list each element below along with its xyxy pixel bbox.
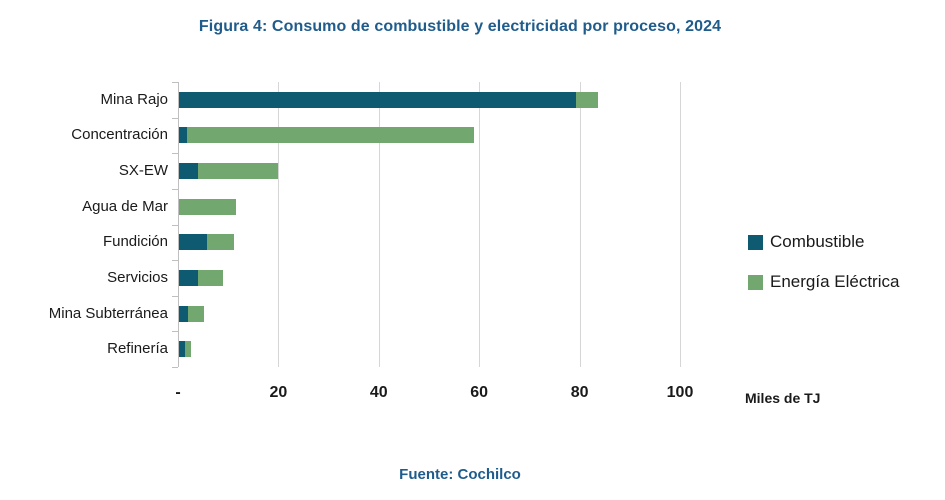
legend-label: Combustible <box>770 232 865 251</box>
chart-title: Figura 4: Consumo de combustible y elect… <box>198 18 722 35</box>
gridline-100 <box>680 82 681 367</box>
x-tick-label-0: - <box>175 384 181 401</box>
x-tick-label-100: 100 <box>666 384 694 401</box>
legend-swatch-icon <box>748 234 763 250</box>
y-axis-tick <box>172 153 178 155</box>
gridline-80 <box>579 82 581 367</box>
legend-swatch-icon <box>748 274 763 290</box>
y-axis-tick <box>172 224 178 226</box>
x-tick-label-40: 40 <box>369 384 388 401</box>
y-axis-line <box>178 82 179 367</box>
category-label-4: Agua de Mar <box>82 197 168 215</box>
bar-combustible-7 <box>179 305 188 322</box>
y-axis-tick <box>172 117 178 119</box>
category-label-3: SX-EW <box>118 162 168 180</box>
source-caption: Fuente: Cochilco <box>399 466 521 483</box>
x-tick-label-60: 60 <box>470 384 489 401</box>
legend-item-1: Combustible <box>748 232 938 252</box>
gridline-20 <box>278 82 280 367</box>
y-axis-tick <box>172 260 178 262</box>
y-axis-tick <box>172 82 178 83</box>
y-axis-tick <box>172 331 178 333</box>
bar-combustible-2 <box>179 127 188 144</box>
bar-energ-a-el-ctrica-1 <box>575 91 599 108</box>
bar-energ-a-el-ctrica-3 <box>197 163 279 180</box>
x-tick-label-20: 20 <box>269 384 288 401</box>
y-axis-tick <box>172 188 178 190</box>
legend-item-2: Energía Eléctrica <box>748 272 938 292</box>
category-label-6: Servicios <box>107 268 168 286</box>
legend-label: Energía Eléctrica <box>770 272 900 291</box>
bar-combustible-1 <box>179 91 576 108</box>
bar-energ-a-el-ctrica-5 <box>207 234 235 251</box>
legend: Combustible Energía Eléctrica <box>748 232 938 312</box>
x-axis-unit-label: Miles de TJ <box>745 390 821 406</box>
category-label-5: Fundición <box>102 233 168 251</box>
bar-energ-a-el-ctrica-4 <box>179 198 236 215</box>
y-axis-tick <box>172 367 178 368</box>
bar-combustible-8 <box>179 341 186 358</box>
bar-energ-a-el-ctrica-7 <box>187 305 204 322</box>
bar-energ-a-el-ctrica-2 <box>187 127 475 144</box>
bar-combustible-6 <box>179 269 199 286</box>
gridline-40 <box>378 82 380 367</box>
category-label-1: Mina Rajo <box>100 90 168 108</box>
bar-combustible-5 <box>179 234 208 251</box>
x-tick-label-80: 80 <box>570 384 589 401</box>
bar-energ-a-el-ctrica-6 <box>198 269 224 286</box>
category-label-8: Refinería <box>107 340 168 358</box>
category-label-7: Mina Subterránea <box>48 304 168 322</box>
y-axis-tick <box>172 295 178 297</box>
bar-energ-a-el-ctrica-8 <box>185 341 192 358</box>
category-label-2: Concentración <box>71 126 168 144</box>
gridline-60 <box>479 82 481 367</box>
bar-combustible-3 <box>179 163 198 180</box>
